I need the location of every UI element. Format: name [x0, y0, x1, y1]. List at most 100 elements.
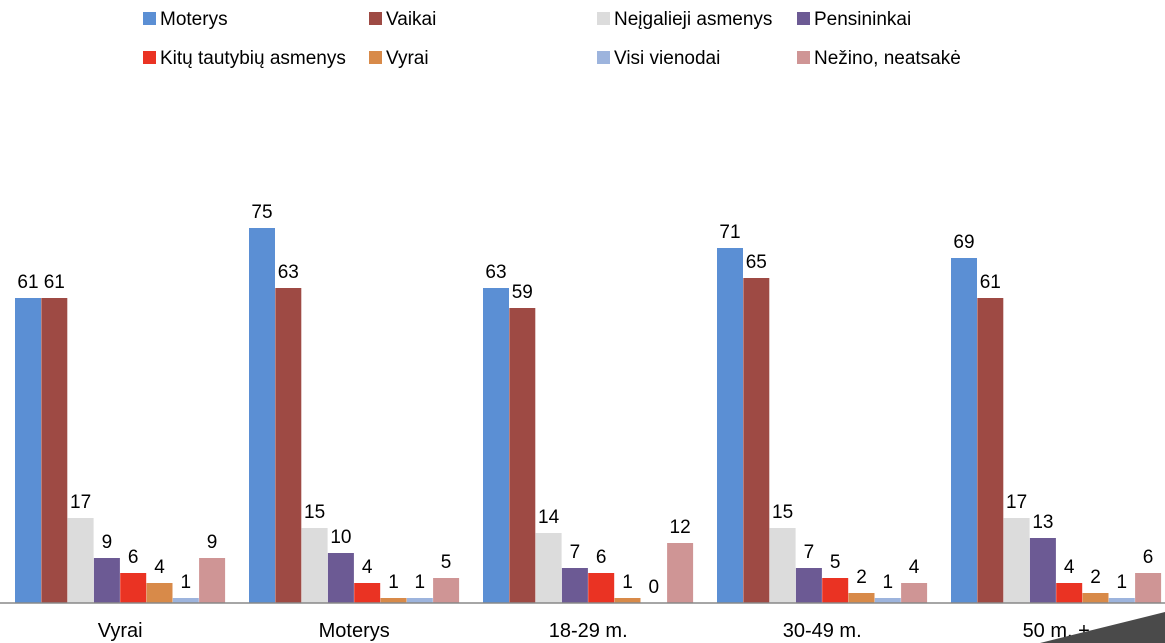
- bar: [1029, 538, 1056, 603]
- legend-swatch: [369, 12, 382, 25]
- legend-label: Neįgalieji asmenys: [614, 9, 772, 30]
- bar: [561, 568, 588, 603]
- data-label: 15: [772, 502, 793, 523]
- bar: [667, 543, 694, 603]
- bar: [172, 598, 199, 603]
- bar: [951, 258, 977, 603]
- data-label: 14: [538, 507, 560, 528]
- category-label: Vyrai: [98, 620, 143, 642]
- corner-decoration-shape: [1040, 612, 1165, 643]
- bar: [275, 288, 302, 603]
- data-label: 1: [415, 572, 426, 593]
- legend-swatch: [797, 12, 810, 25]
- bar: [588, 573, 615, 603]
- data-label: 13: [1032, 512, 1053, 533]
- data-label: 61: [980, 272, 1001, 293]
- bar: [717, 248, 743, 603]
- legend-label: Moterys: [160, 9, 228, 30]
- bar: [874, 598, 901, 603]
- legend-label: Vaikai: [386, 9, 436, 30]
- bar: [327, 553, 354, 603]
- bar: [483, 288, 509, 603]
- data-label: 12: [670, 517, 691, 538]
- bar: [406, 598, 433, 603]
- bar: [1056, 583, 1083, 603]
- legend-label: Nežino, neatsakė: [814, 48, 961, 69]
- data-label: 69: [953, 232, 974, 253]
- legend-swatch: [797, 51, 810, 64]
- data-label: 6: [128, 547, 139, 568]
- data-label: 4: [362, 557, 373, 578]
- bar: [120, 573, 147, 603]
- bar: [67, 518, 94, 603]
- data-label: 1: [622, 572, 633, 593]
- bar: [822, 578, 849, 603]
- bar: [354, 583, 381, 603]
- bar: [614, 598, 641, 603]
- data-label: 17: [1006, 492, 1027, 513]
- bars: [15, 228, 1162, 603]
- bar: [977, 298, 1004, 603]
- data-label: 1: [181, 572, 192, 593]
- data-label: 75: [251, 202, 272, 223]
- bar: [901, 583, 928, 603]
- legend-swatch: [369, 51, 382, 64]
- data-label: 1: [388, 572, 399, 593]
- bar: [535, 533, 562, 603]
- data-label: 6: [1143, 547, 1154, 568]
- data-label: 63: [485, 262, 506, 283]
- data-label: 2: [856, 567, 867, 588]
- bar: [199, 558, 226, 603]
- data-label: 4: [154, 557, 165, 578]
- category-label: Moterys: [319, 620, 390, 642]
- legend-swatch: [597, 12, 610, 25]
- data-label: 9: [207, 532, 218, 553]
- bar: [301, 528, 328, 603]
- bar: [15, 298, 41, 603]
- legend-swatch: [597, 51, 610, 64]
- bar: [41, 298, 68, 603]
- category-labels: Vyrai Moterys 18-29 m. 30-49 m. 50 m. +: [98, 620, 1090, 642]
- data-label: 61: [44, 272, 65, 293]
- data-label: 9: [102, 532, 113, 553]
- data-label: 65: [746, 252, 767, 273]
- legend-label: Visi vienodai: [614, 48, 720, 69]
- legend: Moterys Vaikai Neįgalieji asmenys Pensinink…: [143, 9, 961, 69]
- bar: [848, 593, 875, 603]
- data-label: 1: [883, 572, 894, 593]
- bar: [1082, 593, 1109, 603]
- data-label: 7: [570, 542, 581, 563]
- category-label: 18-29 m.: [549, 620, 628, 642]
- data-label: 5: [441, 552, 452, 573]
- bar: [769, 528, 796, 603]
- bar: [743, 278, 770, 603]
- data-label: 63: [278, 262, 299, 283]
- data-label: 59: [512, 282, 533, 303]
- data-label: 2: [1090, 567, 1101, 588]
- data-label: 17: [70, 492, 91, 513]
- legend-swatch: [143, 51, 156, 64]
- bar: [1135, 573, 1162, 603]
- data-label: 5: [830, 552, 841, 573]
- bar: [509, 308, 536, 603]
- legend-label: Kitų tautybių asmenys: [160, 48, 346, 69]
- data-label: 0: [649, 577, 660, 598]
- category-label: 30-49 m.: [783, 620, 862, 642]
- data-label: 71: [719, 222, 740, 243]
- bar: [1108, 598, 1135, 603]
- legend-swatch: [143, 12, 156, 25]
- bar: [146, 583, 173, 603]
- legend-label: Pensininkai: [814, 9, 911, 30]
- bar: [93, 558, 120, 603]
- bar: [1003, 518, 1030, 603]
- data-label: 15: [304, 502, 325, 523]
- data-label: 1: [1117, 572, 1128, 593]
- bar: [795, 568, 822, 603]
- data-label: 6: [596, 547, 607, 568]
- bar: [380, 598, 407, 603]
- data-label: 4: [909, 557, 920, 578]
- bar: [433, 578, 460, 603]
- data-label: 61: [17, 272, 38, 293]
